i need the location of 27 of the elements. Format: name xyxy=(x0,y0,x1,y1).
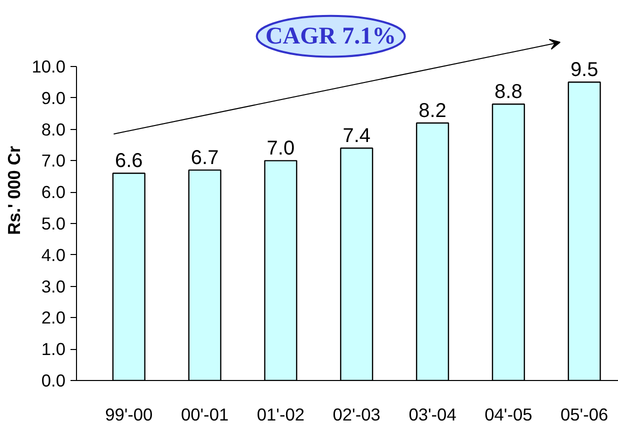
y-tick-label: 5.0 xyxy=(41,213,66,234)
y-tick-label: 7.0 xyxy=(41,150,66,171)
y-tick-label: 3.0 xyxy=(41,276,66,296)
data-label: 7.0 xyxy=(266,138,295,160)
y-tick-label: 1.0 xyxy=(41,339,66,360)
y-tick-label: 6.0 xyxy=(41,182,66,202)
y-tick-label: 9.0 xyxy=(41,88,66,108)
x-tick-label: 01'-02 xyxy=(256,404,305,424)
y-tick-label: 4.0 xyxy=(41,244,66,265)
x-tick-label: 05'-06 xyxy=(560,404,608,424)
data-label: 7.4 xyxy=(342,125,371,148)
y-tick-label: 0.0 xyxy=(41,370,66,390)
data-label: 8.2 xyxy=(418,100,446,122)
data-label: 8.8 xyxy=(494,81,522,104)
x-tick-label: 02'-03 xyxy=(332,404,380,424)
x-tick-label: 00'-01 xyxy=(180,404,229,424)
data-label: 6.6 xyxy=(114,150,143,172)
x-tick-label: 99'-00 xyxy=(105,404,153,424)
y-tick-label: 8.0 xyxy=(41,119,66,140)
text: CAGR 7.1% xyxy=(265,23,396,50)
data-label: 9.5 xyxy=(570,59,598,82)
x-tick-label: 03'-04 xyxy=(408,404,457,424)
data-label: 6.7 xyxy=(190,147,219,170)
y-axis-title: Rs.' 000 Cr xyxy=(4,146,24,235)
y-tick-label: 10.0 xyxy=(32,56,66,76)
x-tick-label: 04'-05 xyxy=(484,404,532,424)
y-tick-label: 2.0 xyxy=(41,308,66,328)
